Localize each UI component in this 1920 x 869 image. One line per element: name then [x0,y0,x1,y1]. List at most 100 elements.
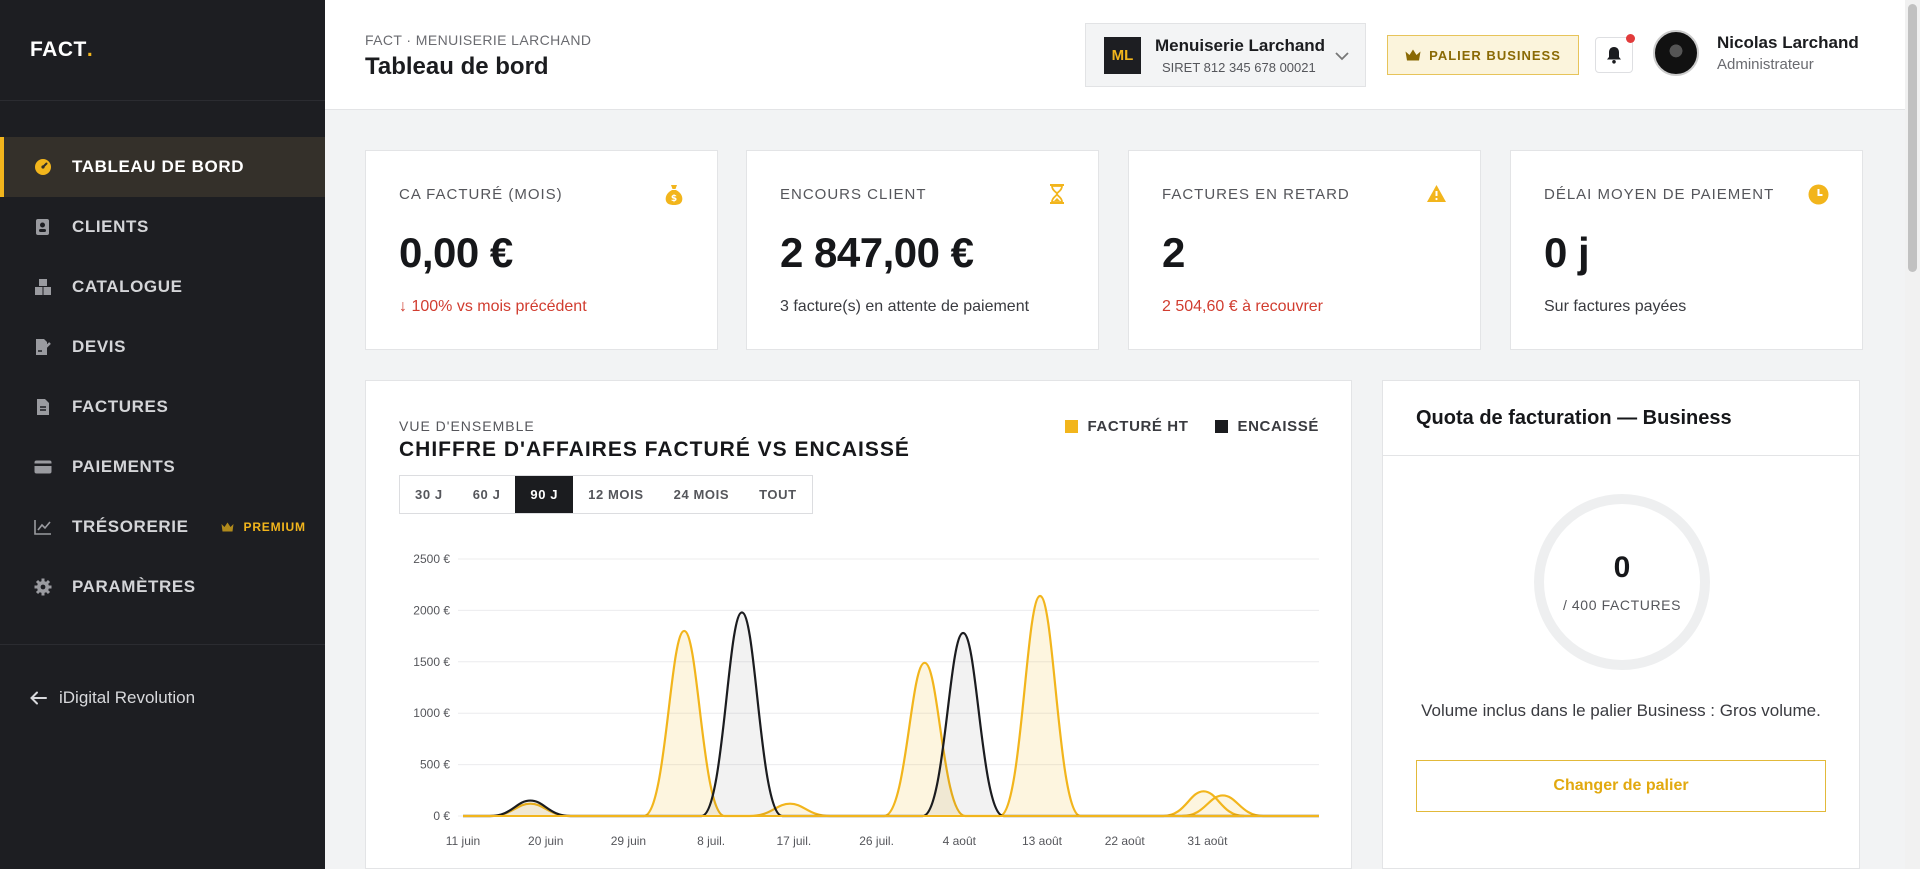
credit-card-icon [34,458,52,476]
address-book-icon [34,218,52,236]
x-tick-label: 13 août [1022,834,1063,848]
company-siret: SIRET 812 345 678 00021 [1162,59,1316,75]
range-24-mois[interactable]: 24 MOIS [673,487,730,502]
range-tout[interactable]: TOUT [759,487,797,502]
arrow-left-icon [30,691,47,705]
legend-label: FACTURÉ HT [1087,418,1189,435]
sidebar-item-label: TABLEAU DE BORD [72,157,245,176]
sidebar-item-label: PAIEMENTS [72,457,176,476]
quota-card: Quota de facturation — Business 0 / 400 … [1382,380,1860,869]
sidebar-item-label: CATALOGUE [72,277,183,296]
change-tier-button[interactable]: Changer de palier [1416,760,1826,812]
kpi-value: 0,00 € [399,229,513,276]
x-tick-label: 11 juin [446,834,480,848]
sidebar-item-parametres[interactable]: PARAMÈTRES [0,557,325,617]
file-signature-icon [34,338,52,356]
gauge-icon [34,158,52,176]
sidebar-item-label: TRÉSORERIE [72,517,189,536]
brand-dot: . [86,38,94,61]
sidebar-item-factures[interactable]: FACTURES [0,377,325,437]
kpi-label: DÉLAI MOYEN DE PAIEMENT [1544,186,1775,203]
kpi-value: 2 [1162,229,1185,276]
boxes-icon [34,278,52,296]
scrollbar[interactable] [1905,0,1920,869]
y-tick-label: 0 € [433,809,450,823]
sidebar-item-clients[interactable]: CLIENTS [0,197,325,257]
series-line-encaisse [463,611,1319,818]
kpi-value: 2 847,00 € [780,229,974,276]
y-tick-label: 1000 € [413,706,450,720]
series-line-facture [463,594,1319,818]
chevron-down-icon [1335,48,1349,66]
kpi-sub: Sur factures payées [1544,298,1687,315]
sidebar-item-tableau-de-bord[interactable]: TABLEAU DE BORD [0,137,325,197]
x-tick-label: 8 juil. [697,834,725,848]
quota-title: Quota de facturation — Business [1383,381,1859,456]
legend-item-encaisse[interactable]: ENCAISSÉ [1214,418,1320,435]
overview-chart-card: VUE D'ENSEMBLE CHIFFRE D'AFFAIRES FACTUR… [365,380,1352,869]
brand-name: FACT [30,38,87,61]
scrollbar-thumb[interactable] [1908,4,1917,272]
kpi-card-encours-client: ENCOURS CLIENT 2 847,00 € 3 facture(s) e… [746,150,1099,350]
range-12-mois[interactable]: 12 MOIS [588,487,644,502]
notifications-button[interactable] [1595,34,1635,73]
quota-used: 0 [1613,551,1631,584]
back-link[interactable]: iDigital Revolution [30,688,195,708]
sidebar-item-label: PARAMÈTRES [72,577,196,596]
quota-ring: 0 / 400 FACTURES [1534,494,1710,670]
legend-item-facture[interactable]: FACTURÉ HT [1064,418,1189,435]
x-tick-label: 4 août [943,834,977,848]
range-90j[interactable]: 90 J [515,476,574,513]
x-tick-label: 17 juil. [777,834,812,848]
legend-swatch [1214,420,1228,433]
sidebar-item-devis[interactable]: DEVIS [0,317,325,377]
overview-eyebrow: VUE D'ENSEMBLE [399,418,535,434]
series-area-encaisse [463,612,1319,816]
y-tick-label: 2000 € [413,603,450,617]
company-info: Menuiserie Larchand SIRET 812 345 678 00… [1155,36,1325,75]
page-title: Tableau de bord [365,53,549,80]
user-name[interactable]: Nicolas Larchand [1717,33,1859,52]
sidebar-item-label: FACTURES [72,397,169,416]
company-name: Menuiserie Larchand [1155,35,1326,55]
range-30j[interactable]: 30 J [415,487,443,502]
kpi-sub: 3 facture(s) en attente de paiement [780,298,1030,315]
x-tick-label: 26 juil. [859,834,894,848]
user-role: Administrateur [1717,56,1814,73]
kpi-label: FACTURES EN RETARD [1162,186,1350,203]
sidebar-item-label: DEVIS [72,337,127,356]
legend-label: ENCAISSÉ [1237,418,1319,435]
kpi-card-factures-retard: FACTURES EN RETARD 2 2 504,60 € à recouv… [1128,150,1481,350]
company-switcher[interactable]: ML Menuiserie Larchand SIRET 812 345 678… [1085,23,1366,87]
sidebar-item-paiements[interactable]: PAIEMENTS [0,437,325,497]
chart-legend: FACTURÉ HT ENCAISSÉ [1064,418,1320,435]
gear-icon [34,578,52,596]
quota-of: / 400 FACTURES [1562,597,1682,613]
chart-title: CHIFFRE D'AFFAIRES FACTURÉ VS ENCAISSÉ [399,438,910,461]
svg-text:$: $ [671,194,677,204]
y-tick-label: 2500 € [413,552,450,566]
legend-swatch [1064,420,1078,433]
brand-logo[interactable]: FACT. [0,0,325,101]
hourglass-icon [1049,184,1065,209]
sidebar-item-catalogue[interactable]: CATALOGUE [0,257,325,317]
sidebar-item-tresorerie[interactable]: TRÉSORERIE PREMIUM [0,497,325,557]
tier-button[interactable]: PALIER BUSINESS [1387,35,1579,75]
invoice-icon [34,398,52,416]
revenue-chart[interactable]: 0 € 500 € 1000 € 1500 € 2000 € 2500 € 11 juin 2… [366,521,1351,866]
tier-label: PALIER BUSINESS [1429,47,1561,63]
crown-icon [221,522,234,532]
clock-icon [1808,184,1829,210]
sidebar: FACT. TABLEAU DE BORD CLIENTS CATALOGUE … [0,0,325,869]
x-tick-label: 20 juin [528,834,563,848]
crown-icon [1405,49,1421,61]
kpi-label: CA FACTURÉ (MOIS) [399,186,563,203]
sidebar-item-label: CLIENTS [72,217,149,236]
kpi-sub: ↓ 100% vs mois précédent [399,298,587,315]
premium-badge: PREMIUM [221,520,306,534]
avatar[interactable] [1653,30,1699,76]
notification-badge [1626,34,1635,43]
breadcrumb: FACT · MENUISERIE LARCHAND [365,32,592,48]
range-60j[interactable]: 60 J [472,487,501,502]
kpi-label: ENCOURS CLIENT [780,186,927,203]
